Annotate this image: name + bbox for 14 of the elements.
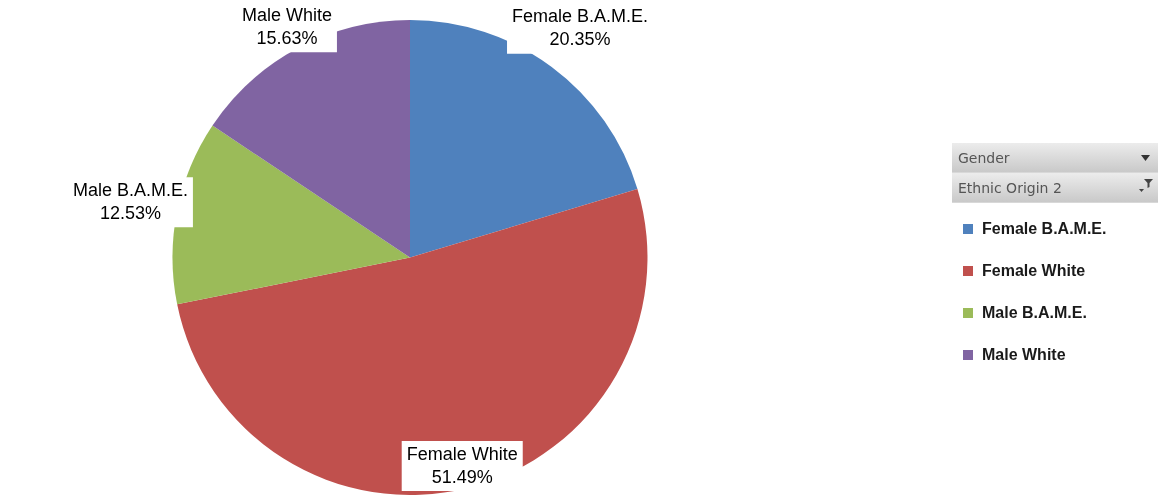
legend-label: Female White: [982, 262, 1086, 280]
slice-label: Female White: [406, 443, 518, 464]
field-button: Gender: [952, 143, 1158, 173]
slice-label: Male White: [241, 4, 332, 25]
data-label: 51.49%: [431, 466, 493, 487]
data-label: 20.35%: [549, 29, 611, 50]
legend-label: Female B.A.M.E.: [982, 220, 1107, 238]
slice-label: Female B.A.M.E.: [512, 6, 649, 27]
slice-label: Male B.A.M.E.: [72, 179, 188, 200]
data-label: 12.53%: [99, 202, 161, 223]
data-label: 15.63%: [256, 27, 318, 48]
legend-label: Male White: [982, 346, 1066, 364]
field-button: Ethnic Origin 2: [952, 173, 1158, 203]
legend-label: Male B.A.M.E.: [982, 304, 1087, 322]
